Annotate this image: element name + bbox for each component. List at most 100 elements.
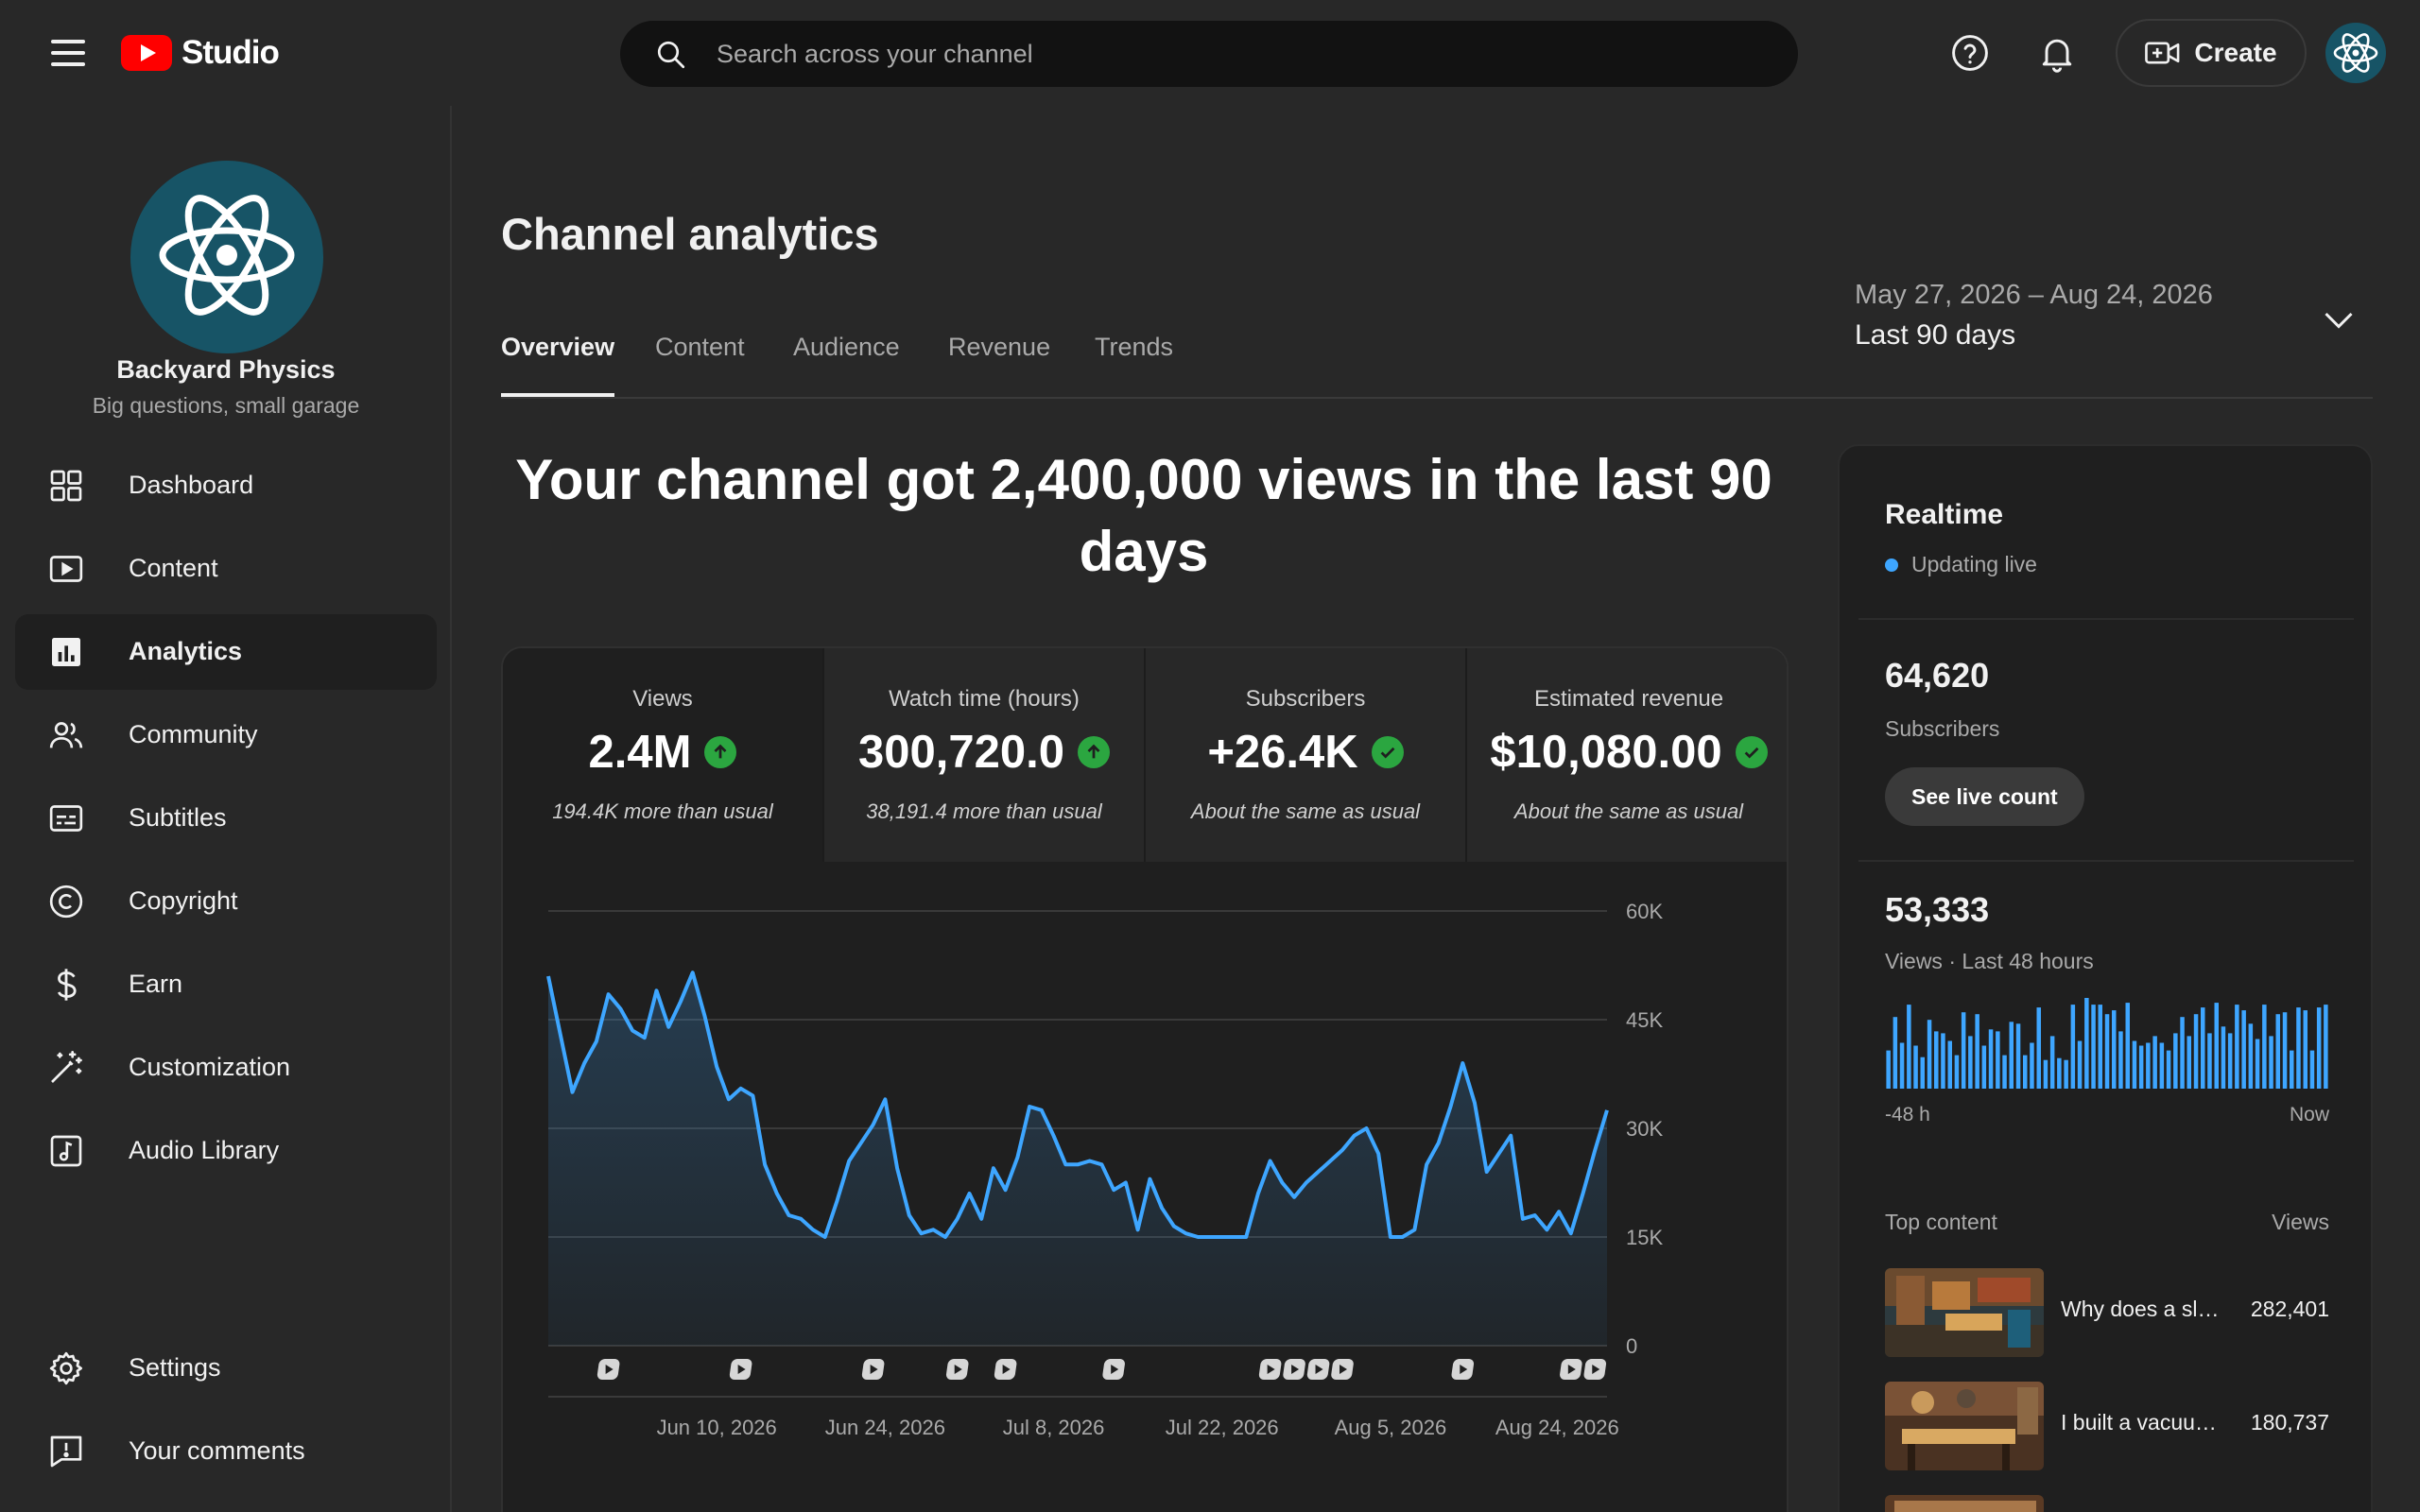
sidebar: Backyard Physics Big questions, small ga… [0,106,452,1512]
hourly-views-bar [1907,1005,1911,1089]
sidebar-item-settings[interactable]: Settings [15,1331,437,1406]
metric-note: About the same as usual [1513,799,1744,823]
upload-marker-icon[interactable] [1583,1359,1607,1380]
studio-logo[interactable]: Studio [121,33,280,73]
create-label: Create [2194,38,2277,67]
hourly-views-bar [2057,1057,2062,1089]
metric-watch-time[interactable]: Watch time (hours) 300,720.0 38,191.4 mo… [824,648,1146,862]
top-content-header: Top content Views [1885,1210,2329,1235]
hourly-views-bar [2077,1040,2083,1089]
hourly-views-bar [1961,1012,1966,1089]
tab-revenue[interactable]: Revenue [948,333,1051,361]
sidebar-item-analytics[interactable]: Analytics [15,614,437,690]
sidebar-item-label: Copyright [129,886,238,915]
page-title: Channel analytics [501,209,879,259]
upload-marker-icon[interactable] [945,1359,969,1380]
upload-marker-icon[interactable] [729,1359,752,1380]
hourly-views-bar [2201,1007,2205,1089]
check-icon [1371,736,1404,768]
sidebar-item-label: Your comments [129,1436,305,1465]
community-icon [49,722,83,748]
hourly-views-bar [1913,1045,1918,1089]
upload-marker-icon[interactable] [1451,1359,1475,1380]
metric-value: 300,720.0 [858,727,1064,778]
sidebar-item-audio-library[interactable]: Audio Library [15,1113,437,1189]
hourly-views-bar [2324,1005,2328,1089]
create-video-icon [2145,42,2180,64]
hourly-views-bar [2036,1007,2041,1089]
hourly-views-bar [2118,1031,2123,1089]
metric-title: Subscribers [1245,686,1366,712]
hourly-views-bar [2125,1003,2130,1089]
upload-marker-icon[interactable] [1306,1359,1330,1380]
date-range-picker[interactable]: May 27, 2026 – Aug 24, 2026 Last 90 days [1853,274,2363,369]
sidebar-item-your-comments[interactable]: Your comments [15,1414,437,1489]
hourly-views-bar [2282,1012,2288,1089]
tab-trends[interactable]: Trends [1095,333,1174,361]
upload-marker-icon[interactable] [861,1359,885,1380]
date-range-label: Last 90 days [1855,319,2016,351]
hourly-views-bar [2152,1036,2157,1089]
sidebar-item-content[interactable]: Content [15,531,437,607]
sidebar-item-label: Customization [129,1053,291,1081]
search-bar[interactable] [620,21,1798,87]
sidebar-item-earn[interactable]: Earn [15,947,437,1022]
upload-marker-icon[interactable] [596,1359,620,1380]
upload-marker-icon[interactable] [994,1359,1017,1380]
hourly-views-bar [1954,1055,1960,1089]
help-icon[interactable] [1949,32,1991,74]
hourly-views-bar [2227,1033,2233,1089]
divider [1858,860,2354,862]
upload-marker-icon[interactable] [1330,1359,1354,1380]
tab-audience[interactable]: Audience [793,333,900,361]
metric-views[interactable]: Views 2.4M 194.4K more than usual [503,648,824,862]
sidebar-item-community[interactable]: Community [15,697,437,773]
top-content-item[interactable]: I built a vacuu… 180,737 [1885,1382,2329,1472]
hourly-views-bar [2112,1010,2117,1089]
top-bar: Studio Create [0,0,2420,106]
axis-end-label: Now [2289,1104,2329,1125]
create-button[interactable]: Create [2116,19,2307,87]
metric-title: Watch time (hours) [889,686,1080,712]
metric-note: 38,191.4 more than usual [866,799,1102,823]
upload-marker-icon[interactable] [1559,1359,1582,1380]
metric-value: $10,080.00 [1490,727,1722,778]
metric-revenue[interactable]: Estimated revenue $10,080.00 About the s… [1467,648,1787,862]
hourly-views-bar [1886,1050,1891,1089]
sidebar-item-dashboard[interactable]: Dashboard [15,448,437,524]
account-avatar[interactable] [2325,23,2386,83]
y-tick-label: 0 [1626,1334,1637,1358]
realtime-bar-chart[interactable] [1885,998,2329,1089]
tab-content[interactable]: Content [655,333,745,361]
app-name: Studio [182,34,280,71]
hourly-views-bar [1934,1031,1939,1089]
tab-overview[interactable]: Overview [501,333,615,399]
upload-marker-icon[interactable] [1283,1359,1306,1380]
notifications-icon[interactable] [2036,32,2078,74]
search-input[interactable] [717,30,1756,77]
video-title: I built a vacuu… [2061,1410,2217,1435]
top-content-item[interactable] [1885,1495,2329,1512]
menu-icon[interactable] [45,34,91,72]
sidebar-item-label: Audio Library [129,1136,280,1164]
copyright-icon [49,885,83,919]
hourly-views-bar [2173,1033,2178,1089]
top-content-item[interactable]: Why does a sli… 282,401 [1885,1268,2329,1359]
audio-library-icon [50,1135,82,1167]
sidebar-item-customization[interactable]: Customization [15,1030,437,1106]
see-live-count-button[interactable]: See live count [1885,767,2084,826]
sidebar-item-subtitles[interactable]: Subtitles [15,781,437,856]
hourly-views-bar [1947,1040,1952,1089]
settings-icon [49,1351,82,1385]
arrow-up-icon [704,736,737,768]
upload-marker-icon[interactable] [1102,1359,1126,1380]
hourly-views-bar [1941,1033,1945,1089]
views-chart[interactable]: 60K 45K 30K 15K 0 Jun 10, 2026 Jun 24, 2026 Ju… [503,862,1789,1448]
sidebar-item-copyright[interactable]: Copyright [15,864,437,939]
views-headline: Your channel got 2,400,000 views in the … [515,448,1772,583]
upload-marker-icon[interactable] [1258,1359,1282,1380]
sidebar-item-label: Analytics [129,637,243,665]
metric-subscribers[interactable]: Subscribers +26.4K About the same as usu… [1146,648,1467,862]
subscriber-count: 64,620 [1885,656,1990,695]
channel-avatar[interactable] [130,161,323,353]
